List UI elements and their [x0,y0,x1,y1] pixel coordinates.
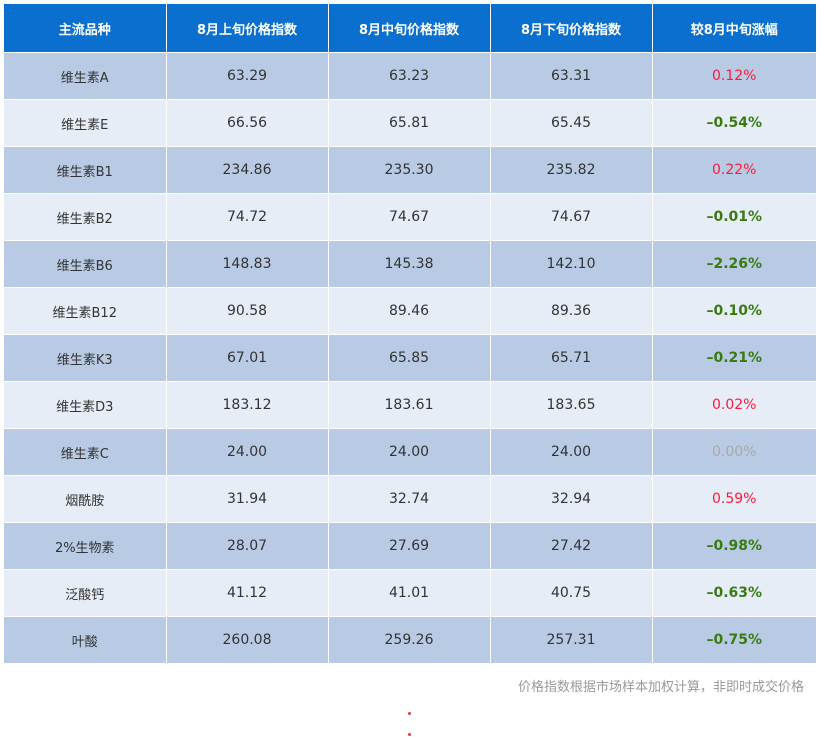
cell-change: –0.10% [652,287,816,335]
cell-late-august: 32.94 [490,475,653,523]
cell-late-august: 65.45 [490,99,653,147]
cell-early-august: 148.83 [166,240,329,288]
table-body: 维生素A 63.29 63.23 63.31 0.12% 维生素E 66.56 65.81 65… [4,52,816,664]
cell-variety: 烟酰胺 [4,475,167,523]
header-mid-august: 8月中旬价格指数 [328,4,491,53]
cell-late-august: 40.75 [490,569,653,617]
cell-late-august: 89.36 [490,287,653,335]
cell-mid-august: 41.01 [328,569,491,617]
cell-late-august: 257.31 [490,616,653,664]
header-late-august: 8月下旬价格指数 [490,4,653,53]
cell-variety: 维生素E [4,99,167,147]
cell-variety: 维生素B2 [4,193,167,241]
cell-change: –0.21% [652,334,816,382]
table-row: 2%生物素 28.07 27.69 27.42 –0.98% [4,522,816,570]
cell-early-august: 41.12 [166,569,329,617]
cell-early-august: 234.86 [166,146,329,194]
cell-change: –0.75% [652,616,816,664]
cell-early-august: 74.72 [166,193,329,241]
cell-change: 0.22% [652,146,816,194]
cell-change: –2.26% [652,240,816,288]
cell-late-august: 24.00 [490,428,653,476]
price-index-table-container: 主流品种 8月上旬价格指数 8月中旬价格指数 8月下旬价格指数 较8月中旬涨幅 … [4,4,816,664]
table-row: 维生素B2 74.72 74.67 74.67 –0.01% [4,193,816,241]
cell-mid-august: 145.38 [328,240,491,288]
cell-change: 0.12% [652,52,816,100]
cell-early-august: 67.01 [166,334,329,382]
cell-late-august: 63.31 [490,52,653,100]
cell-variety: 维生素B6 [4,240,167,288]
header-variety: 主流品种 [4,4,167,53]
cell-mid-august: 259.26 [328,616,491,664]
cell-late-august: 27.42 [490,522,653,570]
cell-early-august: 66.56 [166,99,329,147]
cell-late-august: 235.82 [490,146,653,194]
cell-variety: 维生素D3 [4,381,167,429]
cell-change: –0.63% [652,569,816,617]
cell-change: –0.01% [652,193,816,241]
header-change: 较8月中旬涨幅 [652,4,816,53]
cell-variety: 维生素C [4,428,167,476]
table-row: 维生素B1 234.86 235.30 235.82 0.22% [4,146,816,194]
footnote: 价格指数根据市场样本加权计算，非即时成交价格 [517,680,804,695]
cell-change: –0.54% [652,99,816,147]
table-row: 烟酰胺 31.94 32.74 32.94 0.59% [4,475,816,523]
table-row: 维生素B12 90.58 89.46 89.36 –0.10% [4,287,816,335]
cell-change: 0.02% [652,381,816,429]
cell-mid-august: 27.69 [328,522,491,570]
cell-late-august: 183.65 [490,381,653,429]
cell-change: –0.98% [652,522,816,570]
cell-mid-august: 63.23 [328,52,491,100]
cell-variety: 维生素K3 [4,334,167,382]
cell-mid-august: 183.61 [328,381,491,429]
decorative-dot [408,712,411,715]
cell-late-august: 142.10 [490,240,653,288]
cell-mid-august: 65.81 [328,99,491,147]
cell-mid-august: 65.85 [328,334,491,382]
cell-variety: 2%生物素 [4,522,167,570]
cell-late-august: 74.67 [490,193,653,241]
table-row: 维生素E 66.56 65.81 65.45 –0.54% [4,99,816,147]
cell-late-august: 65.71 [490,334,653,382]
cell-variety: 维生素A [4,52,167,100]
cell-early-august: 183.12 [166,381,329,429]
cell-early-august: 63.29 [166,52,329,100]
cell-variety: 泛酸钙 [4,569,167,617]
cell-early-august: 260.08 [166,616,329,664]
cell-variety: 维生素B1 [4,146,167,194]
cell-early-august: 24.00 [166,428,329,476]
header-early-august: 8月上旬价格指数 [166,4,329,53]
cell-variety: 维生素B12 [4,287,167,335]
price-index-table: 主流品种 8月上旬价格指数 8月中旬价格指数 8月下旬价格指数 较8月中旬涨幅 … [4,4,816,664]
cell-mid-august: 24.00 [328,428,491,476]
cell-mid-august: 74.67 [328,193,491,241]
table-header-row: 主流品种 8月上旬价格指数 8月中旬价格指数 8月下旬价格指数 较8月中旬涨幅 [4,4,816,53]
cell-change: 0.00% [652,428,816,476]
table-row: 维生素B6 148.83 145.38 142.10 –2.26% [4,240,816,288]
cell-early-august: 31.94 [166,475,329,523]
cell-mid-august: 32.74 [328,475,491,523]
cell-mid-august: 89.46 [328,287,491,335]
cell-change: 0.59% [652,475,816,523]
cell-early-august: 90.58 [166,287,329,335]
table-row: 泛酸钙 41.12 41.01 40.75 –0.63% [4,569,816,617]
table-row: 维生素A 63.29 63.23 63.31 0.12% [4,52,816,100]
table-row: 维生素C 24.00 24.00 24.00 0.00% [4,428,816,476]
table-row: 维生素K3 67.01 65.85 65.71 –0.21% [4,334,816,382]
cell-variety: 叶酸 [4,616,167,664]
table-row: 叶酸 260.08 259.26 257.31 –0.75% [4,616,816,664]
cell-mid-august: 235.30 [328,146,491,194]
decorative-dot [408,733,411,736]
cell-early-august: 28.07 [166,522,329,570]
table-row: 维生素D3 183.12 183.61 183.65 0.02% [4,381,816,429]
